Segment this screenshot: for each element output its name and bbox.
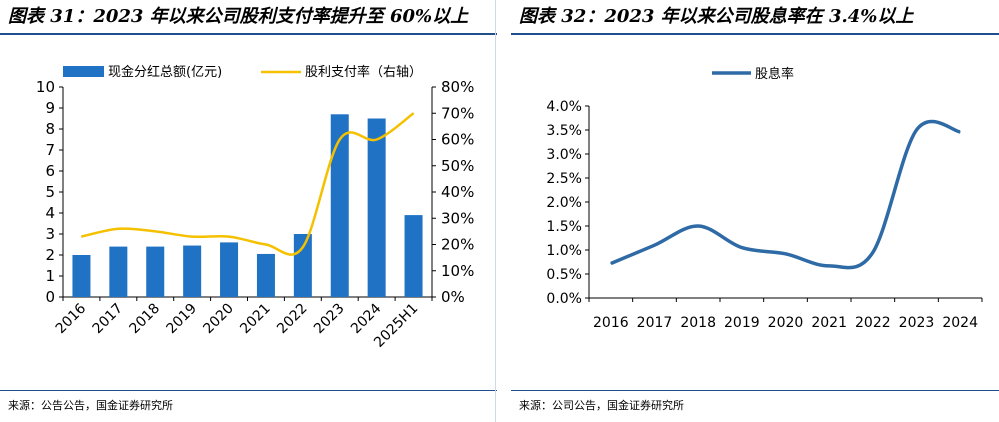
dividend-yield-point — [872, 251, 874, 253]
x-tick-label: 2017 — [90, 301, 127, 338]
legend-label-dividend-total: 现金分红总额(亿元) — [108, 64, 222, 80]
dividend-yield-point — [654, 244, 655, 246]
dividend-yield-point — [785, 253, 786, 255]
y-tick-label: 2.5% — [546, 171, 582, 187]
bar-dividend-total — [220, 242, 239, 297]
x-tick-label: 2022 — [274, 301, 311, 338]
bar-dividend-total — [367, 118, 386, 297]
right-y-tick-label: 0% — [441, 288, 465, 306]
y-tick-label: 0.5% — [546, 267, 582, 283]
dividend-yield-point — [828, 265, 830, 267]
left-y-tick-label: 3 — [45, 225, 55, 243]
x-tick-label: 2020 — [200, 301, 237, 338]
dividend-yield-point — [741, 247, 743, 249]
y-tick-label: 3.0% — [546, 147, 582, 163]
payout-ratio-point — [191, 236, 193, 238]
left-y-tick-label: 0 — [45, 288, 55, 306]
bar-dividend-total — [404, 215, 423, 297]
x-tick-label: 2023 — [899, 315, 935, 331]
x-tick-label: 2021 — [237, 301, 274, 338]
payout-ratio-point — [302, 246, 304, 248]
legend-swatch-dividend-total — [63, 66, 104, 77]
dividend-yield-point — [916, 129, 917, 131]
payout-ratio-point — [413, 112, 415, 114]
bar-dividend-total — [293, 234, 312, 297]
bar-dividend-total — [146, 246, 165, 297]
left-figure-title: 图表 31：2023 年以来公司股利支付率提升至 60%以上 — [8, 6, 469, 27]
right-source-note: 来源：公司公告，国金证券研究所 — [519, 399, 684, 412]
right-y-tick-label: 70% — [441, 104, 474, 122]
x-tick-label: 2016 — [593, 315, 629, 331]
right-y-tick-label: 20% — [441, 236, 474, 254]
right-y-tick-label: 50% — [441, 157, 474, 175]
payout-ratio-line — [81, 112, 415, 256]
y-tick-label: 3.5% — [546, 123, 582, 139]
right-footer-rule — [511, 390, 999, 391]
dividend-yield-line — [610, 119, 961, 270]
right-chart-panel: 图表 32：2023 年以来公司股息率在 3.4%以上 股息率 0.0% 0.5% 1… — [511, 0, 999, 422]
x-tick-label: 2024 — [942, 315, 978, 331]
dividend-yield-chart: 股息率 0.0% 0.5% 1.0% 1.5% 2.0% 2.5% 3.0% 3.5% 4.0% 2… — [546, 66, 983, 331]
right-y-tick-label: 10% — [441, 262, 474, 280]
right-y-tick-label: 80% — [441, 78, 474, 96]
left-y-tick-label: 8 — [45, 120, 55, 138]
left-source-note: 来源：公告公告，国金证券研究所 — [8, 399, 173, 412]
right-y-tick-label: 60% — [441, 131, 474, 149]
payout-ratio-point — [228, 236, 230, 238]
dividend-yield-point — [697, 225, 699, 227]
x-tick-label: 2018 — [680, 315, 716, 331]
legend-label-dividend-yield: 股息率 — [755, 66, 794, 82]
dividend-yield-point — [610, 262, 612, 264]
bar-dividend-total — [109, 246, 128, 297]
y-tick-label: 4.0% — [546, 99, 582, 115]
bar-dividend-total — [256, 253, 275, 297]
y-tick-label: 2.0% — [546, 195, 582, 211]
y-tick-label: 1.5% — [546, 219, 582, 235]
payout-ratio-point — [265, 244, 267, 245]
left-y-tick-label: 6 — [45, 162, 55, 180]
right-y-tick-label: 40% — [441, 183, 474, 201]
left-footer-rule — [0, 390, 497, 391]
y-tick-label: 0.0% — [546, 291, 582, 307]
payout-ratio-point — [80, 236, 82, 238]
x-tick-label: 2023 — [311, 301, 348, 338]
legend-label-payout-ratio: 股利支付率（右轴） — [305, 64, 422, 80]
left-chart-panel: 图表 31：2023 年以来公司股利支付率提升至 60%以上 现金分红总额(亿元… — [0, 0, 497, 422]
x-tick-label: 2022 — [855, 315, 891, 331]
y-tick-label: 1.0% — [546, 243, 582, 259]
x-tick-label: 2019 — [724, 315, 760, 331]
bar-dividend-total — [330, 114, 349, 297]
payout-ratio-point — [339, 139, 341, 140]
right-figure-title: 图表 32：2023 年以来公司股息率在 3.4%以上 — [519, 6, 914, 27]
left-y-tick-label: 1 — [45, 267, 55, 285]
payout-ratio-point — [117, 228, 119, 230]
dividend-yield-point — [959, 131, 961, 133]
left-y-tick-label: 10 — [36, 78, 55, 96]
x-tick-label: 2019 — [163, 301, 200, 338]
left-title-rule — [0, 33, 497, 35]
x-tick-label: 2020 — [768, 315, 804, 331]
left-y-tick-label: 7 — [45, 141, 55, 159]
x-tick-label: 2018 — [127, 301, 164, 338]
payout-ratio-point — [154, 230, 156, 232]
bar-dividend-total — [183, 245, 202, 297]
right-title-rule — [511, 33, 999, 35]
payout-chart: 现金分红总额(亿元) 股利支付率（右轴） 0 1 2 3 4 5 6 7 8 9 10 0% 10% 20% 3… — [36, 64, 474, 351]
left-y-tick-label: 4 — [45, 204, 55, 222]
x-tick-label: 2017 — [637, 315, 673, 331]
panel-divider — [495, 0, 496, 422]
left-y-tick-label: 9 — [45, 99, 55, 117]
left-y-tick-label: 5 — [45, 183, 55, 201]
left-y-tick-label: 2 — [45, 246, 55, 264]
right-y-tick-label: 30% — [441, 209, 474, 227]
payout-ratio-point — [376, 139, 378, 140]
x-tick-label: 2016 — [53, 300, 90, 337]
x-tick-label: 2021 — [811, 315, 847, 331]
bar-dividend-total — [72, 255, 91, 297]
